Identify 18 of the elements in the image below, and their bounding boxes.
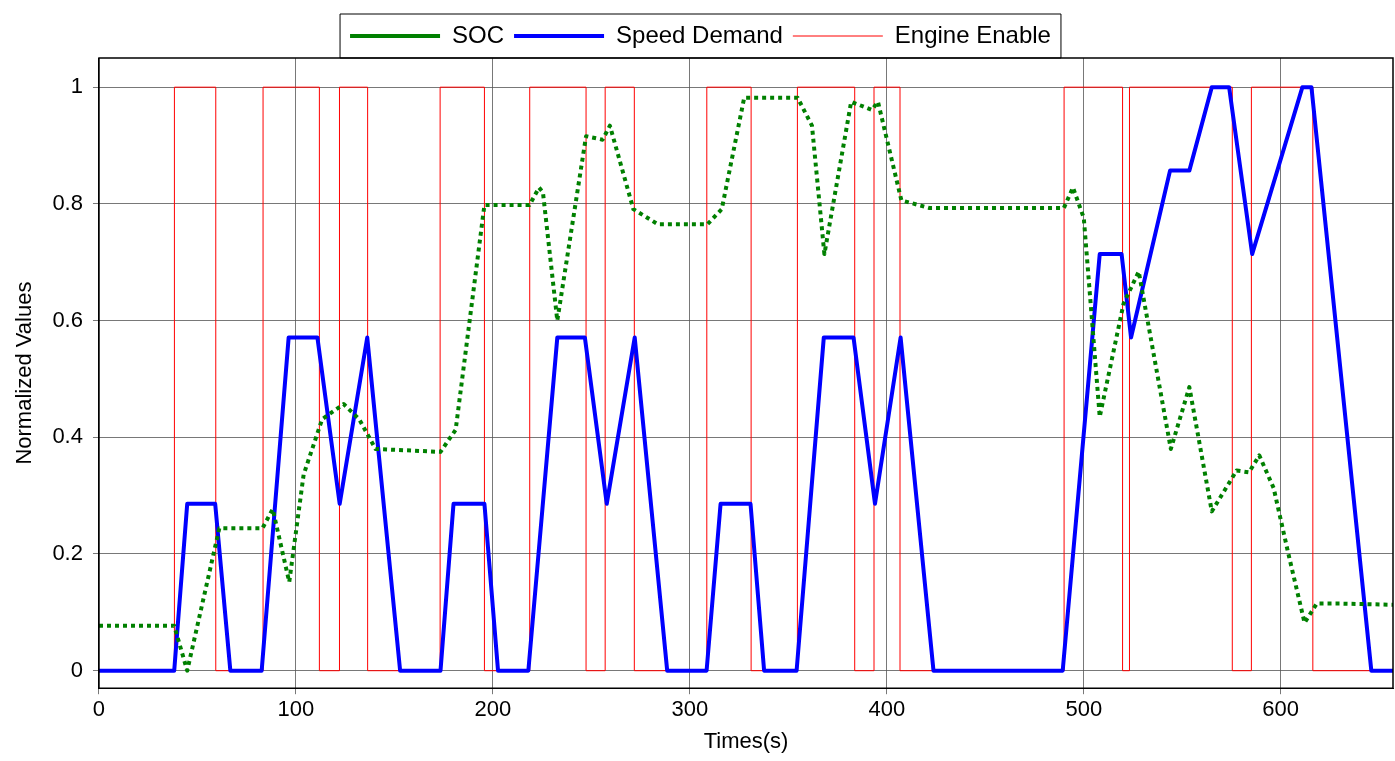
y-tick-label: 0 bbox=[70, 656, 83, 682]
x-tick-label: 600 bbox=[1262, 696, 1300, 722]
y-tick-label: 0.4 bbox=[52, 423, 83, 449]
y-tick-label: 0.2 bbox=[52, 540, 83, 566]
x-axis-title: Times(s) bbox=[703, 727, 789, 753]
y-tick-label: 0.8 bbox=[52, 189, 83, 215]
x-tick-label: 500 bbox=[1065, 696, 1103, 722]
legend-label: Speed Demand bbox=[616, 20, 783, 48]
x-tick-label: 400 bbox=[868, 696, 906, 722]
legend-label: Engine Enable bbox=[894, 20, 1051, 48]
x-tick-label: 0 bbox=[92, 696, 106, 722]
y-axis-title: Normalized Values bbox=[11, 281, 37, 465]
y-tick-label: 1 bbox=[70, 73, 83, 99]
legend-label: SOC bbox=[452, 20, 505, 48]
x-tick-label: 300 bbox=[671, 696, 709, 722]
x-tick-label: 100 bbox=[277, 696, 315, 722]
x-tick-label: 200 bbox=[474, 696, 512, 722]
y-tick-label: 0.6 bbox=[52, 306, 83, 332]
